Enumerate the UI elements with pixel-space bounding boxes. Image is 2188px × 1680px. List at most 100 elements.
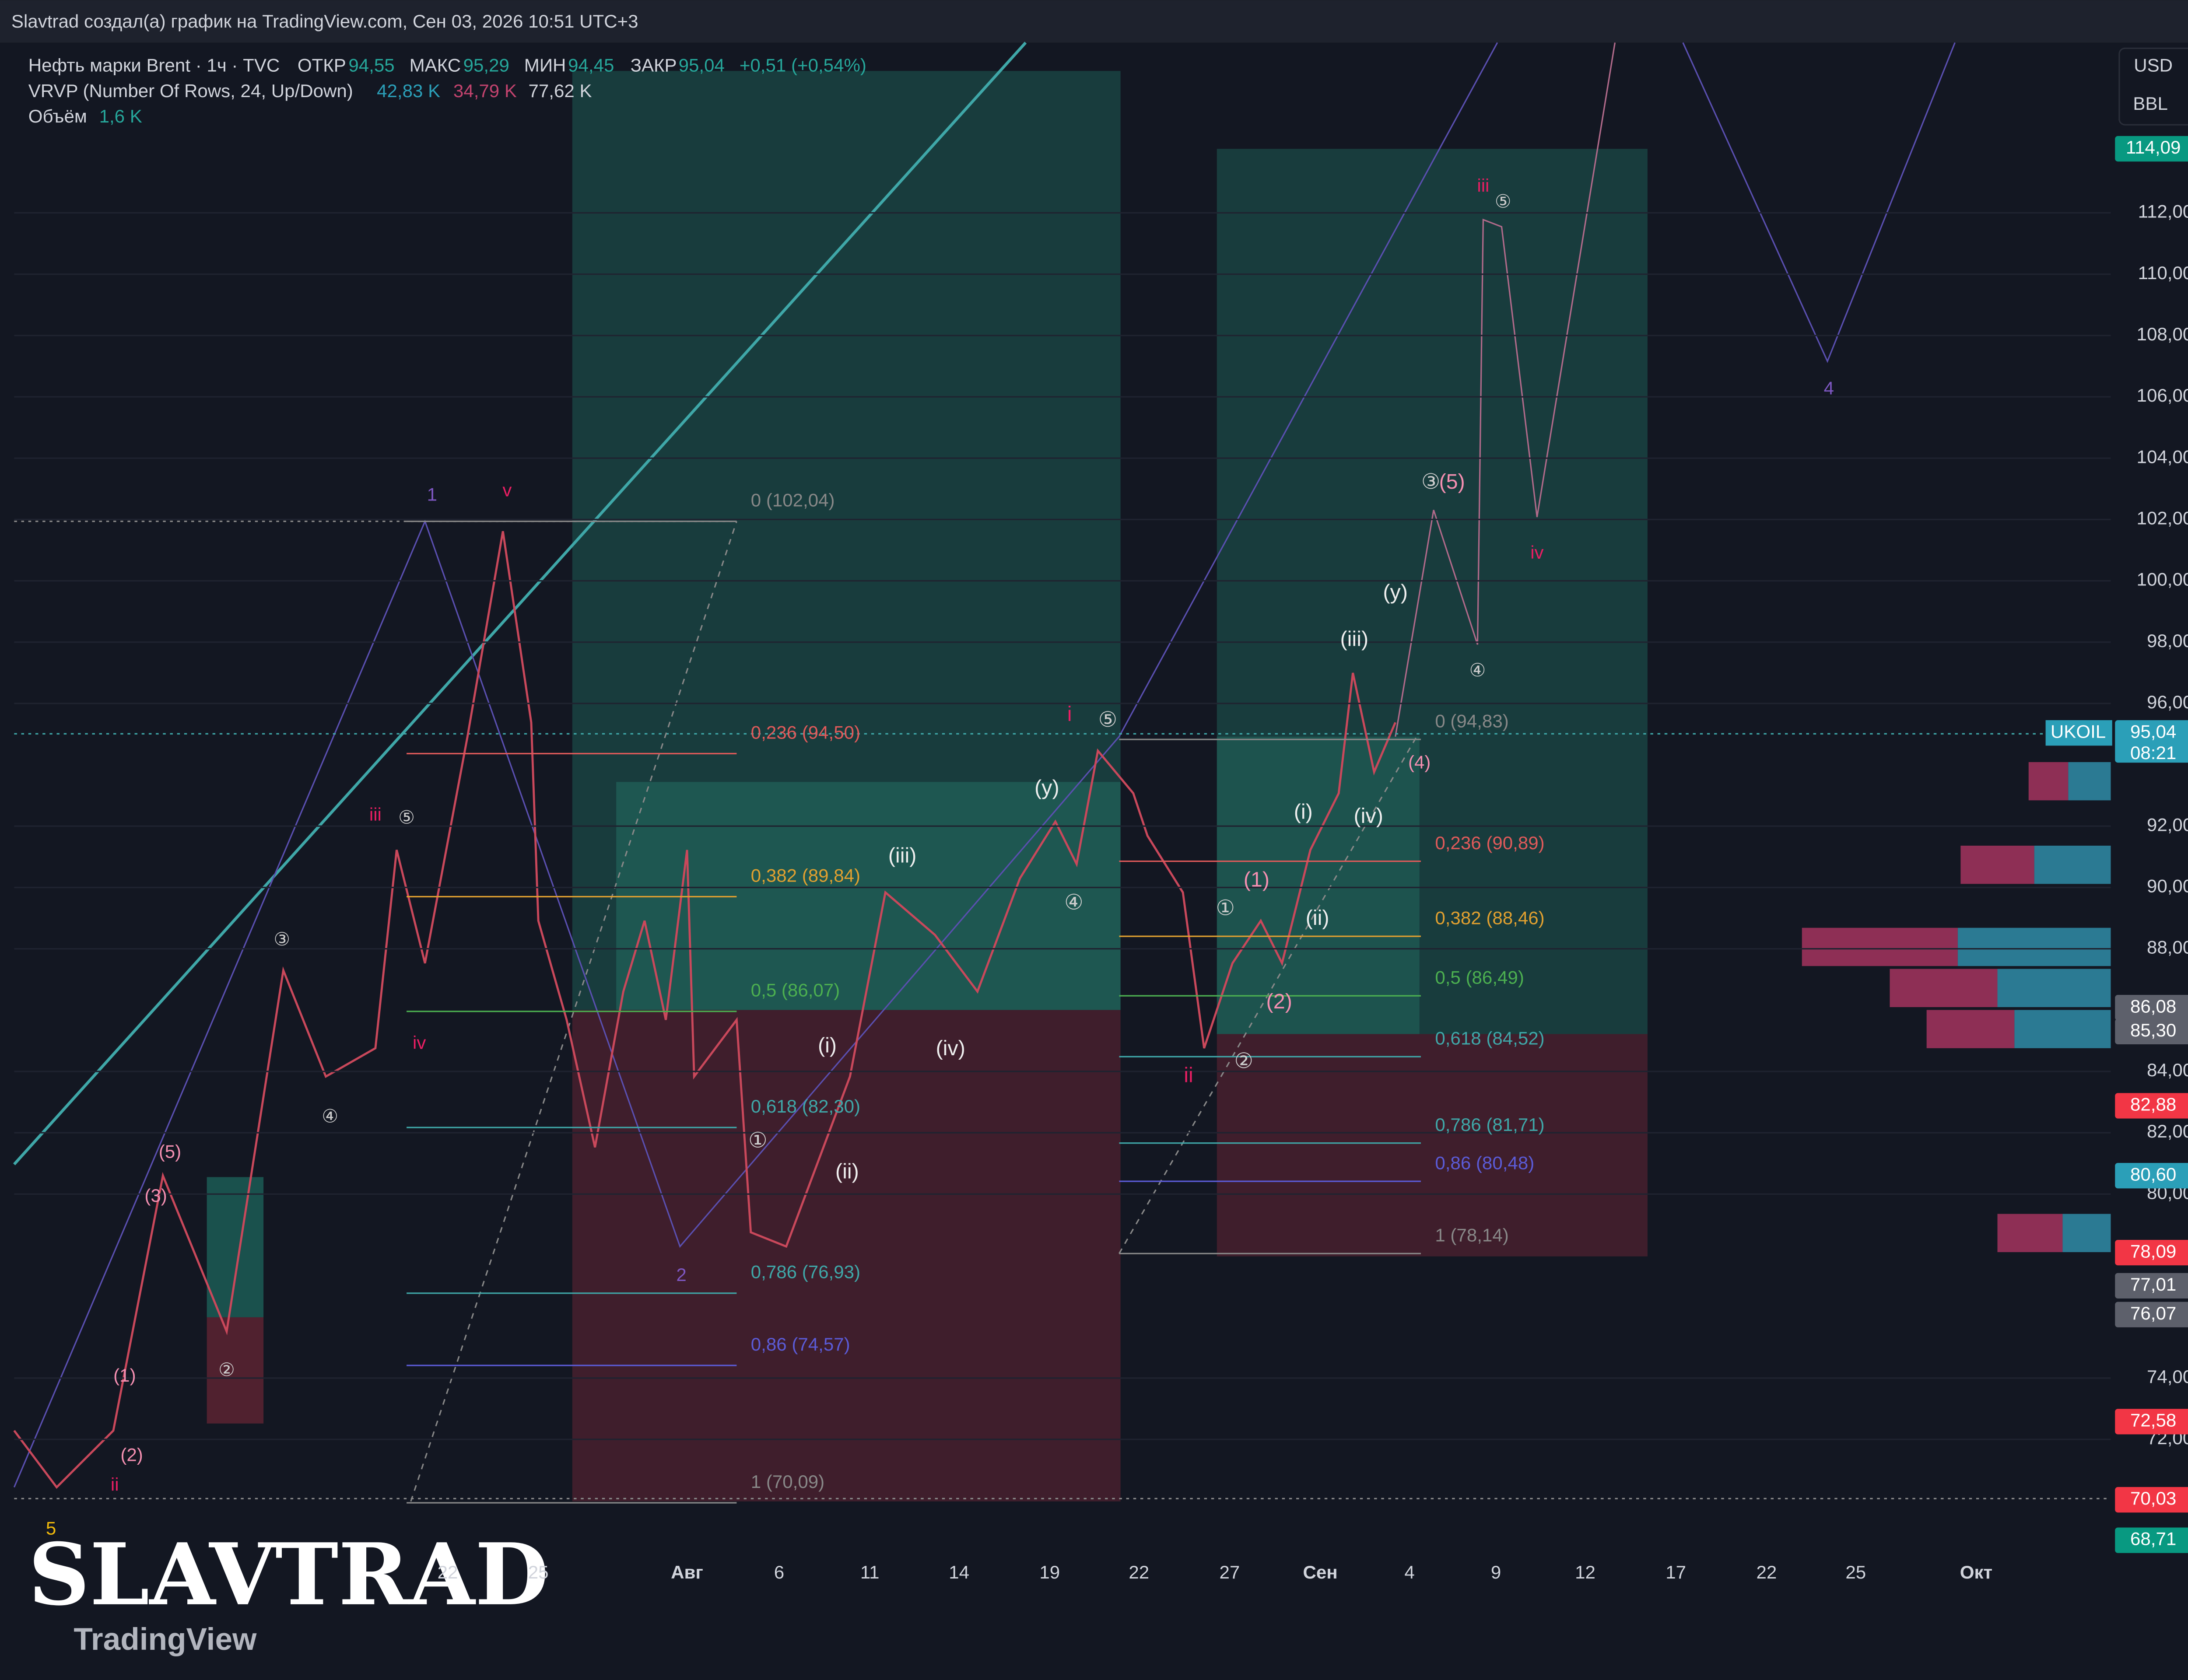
change: +0,51 (+0,54%) xyxy=(740,55,866,76)
wave-label: 1 xyxy=(427,484,437,504)
wave-label: ④ xyxy=(1469,660,1486,680)
wave-label: (2) xyxy=(1266,990,1292,1013)
wave-label: 4 xyxy=(1824,378,1834,399)
fib-label: 0,236 (94,50) xyxy=(751,722,860,742)
indicator-value: 34,79 K xyxy=(453,80,517,101)
wave-label: (i) xyxy=(818,1033,837,1057)
header-title: Slavtrad создал(а) график на TradingView… xyxy=(11,11,638,32)
watermark: TradingView xyxy=(74,1622,257,1657)
wave-label: (2) xyxy=(120,1444,143,1465)
wave-label: i xyxy=(1067,702,1072,726)
fib-label: 0,786 (81,71) xyxy=(1435,1114,1544,1135)
wave-label: (ii) xyxy=(835,1160,859,1183)
wave-label: (iii) xyxy=(888,844,917,868)
fib-label: 0,86 (80,48) xyxy=(1435,1152,1534,1173)
price-tag-label: 70,03 xyxy=(2130,1488,2176,1508)
vrvp-bar xyxy=(1926,1010,2015,1048)
wave-label: 2 xyxy=(676,1264,686,1285)
wave-label: (5) xyxy=(159,1141,181,1162)
x-tick-label: Авг xyxy=(671,1562,703,1582)
currency[interactable]: USD xyxy=(2134,55,2173,76)
wave-label: ⑤ xyxy=(1098,708,1118,732)
vrvp-bar xyxy=(1997,969,2111,1007)
zones xyxy=(207,71,1648,1502)
y-tick-label: 106,00 xyxy=(2137,385,2188,406)
x-tick-label: 6 xyxy=(774,1562,784,1582)
unit[interactable]: BBL xyxy=(2133,93,2168,114)
price-tag xyxy=(2115,1163,2188,1189)
header-bar xyxy=(0,0,2188,43)
vrvp-bar xyxy=(1960,845,2034,884)
ohlc-label: ЗАКР xyxy=(631,55,677,76)
ohlc-label: МИН xyxy=(524,55,566,76)
fib-label: 0,786 (76,93) xyxy=(751,1262,860,1282)
wave-label: (iv) xyxy=(1353,804,1383,828)
stop-zone xyxy=(1217,1034,1648,1256)
y-tick-label: 108,00 xyxy=(2137,324,2188,344)
x-tick-label: 22 xyxy=(438,1562,458,1582)
price-path xyxy=(13,531,1396,1489)
symbol: Нефть марки Brent · 1ч · TVC xyxy=(28,55,280,76)
price-tag xyxy=(2115,720,2188,763)
price-tag-label: 77,01 xyxy=(2130,1274,2176,1295)
vrvp-bar xyxy=(1890,969,1998,1007)
vrvp-bar xyxy=(1802,928,1958,966)
indicator: VRVP (Number Of Rows, 24, Up/Down) xyxy=(28,80,353,101)
fib-label: 1 (78,14) xyxy=(1435,1225,1508,1246)
wave-label: (y) xyxy=(1383,581,1408,604)
wave-label: (1) xyxy=(113,1365,136,1386)
wave-label: (5) xyxy=(1439,470,1465,494)
price-tag xyxy=(2115,1527,2188,1553)
target-zone xyxy=(1217,149,1648,1034)
wave-label: iv xyxy=(413,1032,426,1053)
ticker: UKOIL xyxy=(2051,721,2106,742)
price-tag-label: 86,08 xyxy=(2130,996,2176,1016)
price-tag xyxy=(2115,1240,2188,1266)
y-tick-label: 98,00 xyxy=(2147,630,2188,651)
countdown: 08:21 xyxy=(2130,742,2176,763)
y-tick-label: 90,00 xyxy=(2147,876,2188,896)
wave-label: iv xyxy=(1530,542,1543,563)
price-tag xyxy=(2115,136,2188,162)
fib-label: 1 (70,09) xyxy=(751,1471,824,1492)
wave-label: iii xyxy=(369,804,382,825)
price-tag xyxy=(2115,995,2188,1021)
ohlc-value: 95,04 xyxy=(679,55,725,76)
price-tag xyxy=(2115,1273,2188,1299)
trend-line xyxy=(13,42,1027,1166)
indicator-value: 77,62 K xyxy=(528,80,592,101)
x-tick-label: Окт xyxy=(1960,1562,1992,1582)
wave-label: (iv) xyxy=(936,1036,965,1060)
wave-label: (4) xyxy=(1408,752,1431,772)
indicator: Объём xyxy=(28,106,87,126)
fib-label: 0,236 (90,89) xyxy=(1435,833,1544,853)
ohlc-label: ОТКР xyxy=(298,55,346,76)
ohlc-value: 94,55 xyxy=(348,55,394,76)
fib-label: 0,5 (86,07) xyxy=(751,980,840,1000)
x-tick-label: 25 xyxy=(1845,1562,1866,1582)
wave-label: ④ xyxy=(1064,891,1083,914)
x-tick-label: 27 xyxy=(1220,1562,1240,1582)
vrvp-bar xyxy=(2034,845,2111,884)
price-tag-label: 95,04 xyxy=(2130,721,2176,742)
price-tag-label: 85,30 xyxy=(2130,1020,2176,1040)
x-tick-label: 11 xyxy=(860,1562,880,1582)
vrvp-bar xyxy=(2068,762,2111,801)
currency-box[interactable] xyxy=(2118,47,2188,126)
wave-label: ⑤ xyxy=(398,807,415,828)
wave-label: (i) xyxy=(1294,800,1313,823)
wave-label: (1) xyxy=(1244,868,1269,892)
wave-label: ① xyxy=(1216,896,1235,920)
ohlc-value: 95,29 xyxy=(463,55,509,76)
y-tick-label: 104,00 xyxy=(2137,446,2188,467)
fib-label: 0,5 (86,49) xyxy=(1435,967,1524,987)
price-tag xyxy=(2115,1018,2188,1044)
indicator-value: 42,83 K xyxy=(377,80,440,101)
fib-label: 0,86 (74,57) xyxy=(751,1334,850,1354)
x-tick-label: 17 xyxy=(1666,1562,1686,1582)
x-tick-label: Сен xyxy=(1303,1562,1338,1582)
price-tag-label: 80,60 xyxy=(2130,1164,2176,1184)
wave-label: (y) xyxy=(1034,776,1059,799)
x-tick-label: 4 xyxy=(1404,1562,1414,1582)
